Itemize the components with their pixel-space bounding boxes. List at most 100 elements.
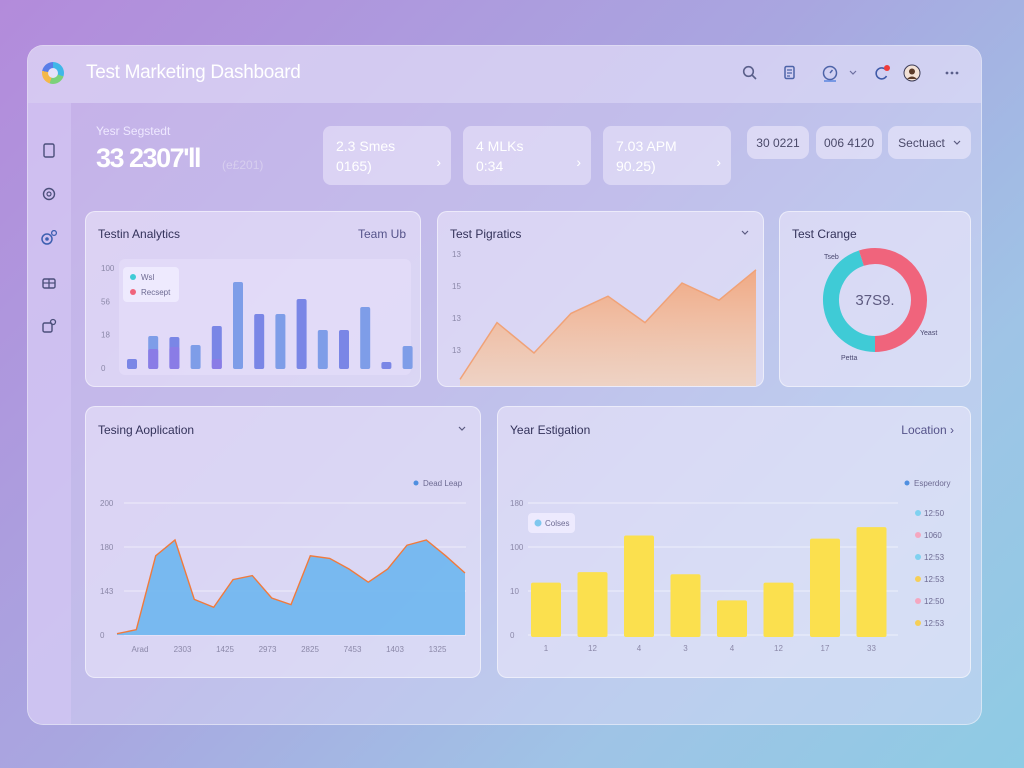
x-tick-label: 1425 (216, 645, 234, 654)
estigation-bar[interactable] (624, 535, 654, 637)
side-legend-label: 12:50 (924, 509, 945, 518)
clock-icon[interactable] (817, 60, 843, 86)
pigratics-card: Test Pigratics 13 15 13 13 (437, 211, 764, 387)
crange-card: Test Crange 37S9. Tseb Yeast Petta (779, 211, 971, 387)
stat-2-line1: 4 MLKs (476, 138, 524, 154)
x-tick-label: 2973 (259, 645, 277, 654)
summary-value: 33 2307'll (96, 143, 202, 173)
stat-card-3[interactable]: 7.03 APM 90.25) › (603, 126, 731, 185)
side-legend-label: 12:50 (924, 597, 945, 606)
pill-1-label: 30 0221 (756, 135, 800, 150)
app-title: Test Marketing Dashboard (86, 62, 301, 83)
side-legend-dot (915, 554, 921, 560)
analytics-link[interactable]: Team Ub (357, 227, 406, 241)
y-tick-label: 18 (101, 331, 110, 340)
y-tick-label: 0 (100, 631, 105, 640)
chevron-down-icon (953, 140, 961, 145)
analytics-bar[interactable] (317, 330, 328, 369)
summary-label: Yesr Segstedt (96, 124, 171, 138)
settings-link-icon[interactable] (40, 229, 58, 247)
estigation-bar[interactable] (531, 582, 561, 637)
y-tick-label: 180 (510, 499, 524, 508)
y-tick-label: 0 (101, 364, 106, 373)
analytics-bar[interactable] (360, 307, 371, 369)
analytics-bar[interactable] (402, 346, 413, 369)
estigation-bar[interactable] (670, 574, 701, 637)
analytics-bar-overlay (148, 349, 159, 369)
avatar[interactable] (899, 60, 925, 86)
chevron-down-icon[interactable] (741, 230, 749, 236)
side-legend-label: 12:53 (924, 553, 945, 562)
refresh-icon[interactable] (40, 185, 58, 203)
y-tick-label: 10 (510, 587, 519, 596)
chevron-down-icon[interactable] (458, 426, 466, 432)
analytics-bar[interactable] (127, 359, 137, 369)
legend-item-2: Recsept (141, 288, 171, 297)
y-tick-label: 13 (452, 346, 461, 355)
pigratics-chart: 13 15 13 13 (452, 250, 757, 386)
app-logo-icon[interactable] (42, 62, 64, 84)
crange-donut-chart: 37S9. Tseb Yeast Petta (823, 248, 937, 362)
page-icon[interactable] (40, 141, 58, 159)
analytics-bar[interactable] (381, 362, 392, 369)
chevron-right-icon: › (950, 423, 954, 437)
analytics-bar[interactable] (190, 345, 201, 369)
chevron-down-icon[interactable] (847, 60, 859, 86)
pigratics-line (459, 269, 757, 380)
estigation-bar[interactable] (856, 527, 887, 637)
pill-filter-1[interactable]: 30 0221 (747, 126, 809, 159)
pigratics-area (460, 269, 756, 386)
x-tick-label: 33 (867, 644, 876, 653)
analytics-title: Testin Analytics (98, 227, 181, 241)
export-icon[interactable] (40, 317, 58, 335)
estigation-bar[interactable] (810, 538, 840, 637)
search-icon[interactable] (737, 60, 763, 86)
x-tick-label: 4 (637, 644, 642, 653)
y-tick-label: 100 (510, 543, 524, 552)
x-tick-label: 12 (588, 644, 597, 653)
chevron-right-icon: › (436, 154, 441, 170)
select-label: Sectuact (898, 135, 945, 150)
estigation-link[interactable]: Location › (901, 423, 954, 437)
y-tick-label: 0 (510, 631, 515, 640)
side-legend-label: 1060 (924, 531, 942, 540)
analytics-card: Testin Analytics Team Ub 100 56 18 0 Wsl Re… (85, 211, 421, 387)
analytics-bar[interactable] (275, 314, 286, 369)
stat-3-line1: 7.03 APM (616, 138, 677, 154)
analytics-bar-overlay (211, 359, 222, 369)
side-legend-label: 12:53 (924, 575, 945, 584)
stat-card-1[interactable]: 2.3 Smes 0165) › (323, 126, 451, 185)
x-tick-label: 12 (774, 644, 783, 653)
estigation-bar[interactable] (577, 572, 608, 637)
estigation-bar[interactable] (717, 600, 747, 637)
y-tick-label: 200 (100, 499, 114, 508)
x-tick-label: 1325 (429, 645, 447, 654)
stat-3-line2: 90.25) (616, 158, 656, 174)
analytics-bar[interactable] (339, 330, 349, 369)
notification-icon[interactable] (869, 60, 895, 86)
analytics-bar[interactable] (254, 314, 265, 369)
pill-filter-2[interactable]: 006 4120 (816, 126, 882, 159)
select-dropdown[interactable]: Sectuact (888, 126, 971, 159)
more-icon[interactable] (939, 60, 965, 86)
y-tick-label: 143 (100, 587, 114, 596)
gift-icon[interactable] (40, 273, 58, 291)
legend-item-1: Wsl (141, 273, 155, 282)
chevron-right-icon: › (716, 154, 721, 170)
stat-1-line2: 0165) (336, 158, 372, 174)
donut-slice[interactable] (823, 250, 876, 352)
document-icon[interactable] (777, 60, 803, 86)
donut-label-2: Yeast (920, 330, 937, 337)
estigation-link-label: Location (901, 423, 947, 437)
side-legend-dot (915, 576, 921, 582)
x-tick-label: 3 (683, 644, 688, 653)
analytics-bar[interactable] (233, 282, 243, 369)
application-title: Tesing Aoplication (98, 423, 195, 437)
donut-slice[interactable] (858, 248, 927, 352)
y-tick-label: 100 (101, 264, 115, 273)
analytics-bar[interactable] (296, 299, 307, 369)
estigation-bar[interactable] (763, 582, 794, 637)
stat-card-2[interactable]: 4 MLKs 0:34 › (463, 126, 591, 185)
application-area (117, 540, 465, 635)
analytics-bar[interactable] (211, 326, 222, 369)
